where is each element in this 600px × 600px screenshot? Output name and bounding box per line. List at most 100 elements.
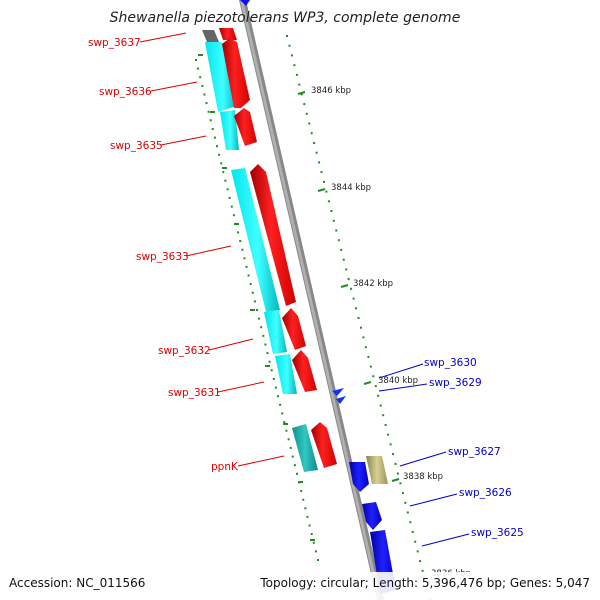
gene-label-swp-3630[interactable]: swp_3630 bbox=[424, 357, 477, 369]
tick-dot bbox=[320, 171, 323, 174]
gene-partial-top-red[interactable] bbox=[219, 28, 237, 40]
tick-dot bbox=[290, 54, 293, 57]
tick-dot bbox=[312, 541, 315, 544]
gene-label-swp-3633[interactable]: swp_3633 bbox=[136, 251, 189, 263]
tick-dot bbox=[291, 455, 294, 458]
tick-dot bbox=[396, 472, 399, 475]
tick-dot bbox=[228, 196, 231, 199]
gene-swp-3626[interactable] bbox=[362, 502, 382, 530]
tick-dot bbox=[211, 128, 214, 130]
tick-dot bbox=[207, 110, 210, 113]
gene-olive[interactable] bbox=[366, 456, 388, 484]
tick-dot bbox=[218, 153, 221, 156]
tick-dot bbox=[286, 35, 288, 37]
tick-dot bbox=[220, 162, 223, 165]
gene-swp-3632-forward[interactable] bbox=[282, 308, 306, 350]
map-title: Shewanella piezotolerans WP3, complete g… bbox=[110, 10, 461, 26]
tick-dot bbox=[345, 268, 348, 271]
tick-dot bbox=[318, 161, 321, 164]
tick-marks bbox=[195, 35, 431, 600]
tick-dot bbox=[232, 214, 235, 217]
tick-dot bbox=[379, 404, 382, 407]
tick-dot bbox=[387, 433, 390, 436]
gene-label-swp-3637[interactable]: swp_3637 bbox=[88, 37, 141, 49]
tick-dot bbox=[352, 297, 355, 300]
tick-dot bbox=[409, 521, 412, 524]
tick-dot bbox=[377, 394, 380, 397]
tick-dot bbox=[317, 559, 319, 561]
tick-dot bbox=[411, 530, 414, 533]
gene-swp-3633-forward[interactable] bbox=[250, 164, 296, 306]
tick-dot bbox=[293, 464, 296, 467]
gene-label-swp-3629[interactable]: swp_3629 bbox=[429, 377, 482, 389]
gene-label-swp-3625[interactable]: swp_3625 bbox=[471, 527, 524, 539]
gene-swp-3632-reverse[interactable] bbox=[264, 310, 287, 354]
tick-dot bbox=[304, 507, 307, 510]
tick-dot bbox=[382, 414, 385, 417]
tick-dot bbox=[414, 540, 417, 543]
gene-label-swp-3626[interactable]: swp_3626 bbox=[459, 487, 512, 499]
tick-dot bbox=[256, 309, 258, 311]
gene-small-arrow-1[interactable] bbox=[332, 388, 344, 396]
tick-dot bbox=[308, 524, 311, 527]
gene-label-swp-3635[interactable]: swp_3635 bbox=[110, 140, 163, 152]
gene-swp-3627[interactable] bbox=[349, 462, 369, 492]
tick-dot bbox=[249, 283, 252, 286]
tick-dot bbox=[272, 378, 275, 380]
gene-label-swp-3627[interactable]: swp_3627 bbox=[448, 446, 501, 458]
tick-dot bbox=[289, 446, 292, 449]
tick-dot bbox=[300, 93, 303, 96]
tick-dot bbox=[310, 533, 313, 536]
tick-dot bbox=[394, 462, 397, 465]
gene-ppnk-forward[interactable] bbox=[311, 422, 337, 468]
gene-swp-3635-reverse[interactable] bbox=[220, 110, 239, 150]
tick-dot bbox=[237, 231, 240, 234]
tick-dot bbox=[205, 102, 208, 105]
tick-dot bbox=[258, 317, 261, 320]
gene-swp-3636-forward[interactable] bbox=[222, 38, 250, 108]
tick-dot bbox=[279, 403, 282, 406]
tick-dot bbox=[251, 291, 254, 294]
gene-swp-3633-reverse[interactable] bbox=[231, 168, 280, 312]
tick-dot bbox=[226, 188, 229, 191]
right-side-genes bbox=[332, 388, 396, 594]
gene-small-arrow-2[interactable] bbox=[336, 396, 346, 404]
tick-dot bbox=[245, 265, 248, 268]
gene-labels-right: swp_3630 swp_3629 swp_3627 swp_3626 swp_… bbox=[378, 357, 524, 547]
gene-label-swp-3636[interactable]: swp_3636 bbox=[99, 86, 152, 98]
tick-dot bbox=[288, 44, 291, 47]
gene-swp-3635-forward[interactable] bbox=[234, 108, 257, 146]
gene-top-blue-fragment[interactable] bbox=[240, 0, 250, 6]
scale-label-3844: 3844 kbp bbox=[331, 183, 371, 193]
scale-labels: 3846 kbp 3844 kbp 3842 kbp 3840 kbp 3838… bbox=[311, 86, 471, 579]
tick-dot bbox=[406, 511, 409, 514]
gene-partial-top[interactable] bbox=[202, 30, 219, 42]
gene-label-swp-3631[interactable]: swp_3631 bbox=[168, 387, 221, 399]
tick-dot bbox=[203, 93, 206, 96]
gene-label-swp-3632[interactable]: swp_3632 bbox=[158, 345, 211, 357]
tick-dot bbox=[421, 569, 424, 572]
tick-dot bbox=[201, 84, 204, 87]
tick-dot bbox=[335, 229, 338, 232]
scale-label-3838: 3838 kbp bbox=[403, 472, 443, 482]
gene-swp-3636-reverse[interactable] bbox=[205, 42, 237, 112]
tick-dot bbox=[374, 385, 377, 388]
gene-label-ppnk[interactable]: ppnK bbox=[211, 461, 239, 473]
tick-dot bbox=[295, 73, 298, 76]
tick-dot bbox=[327, 200, 330, 203]
tick-dot bbox=[216, 145, 218, 148]
gene-swp-3631-forward[interactable] bbox=[292, 350, 317, 392]
tick-dot bbox=[389, 443, 392, 446]
tick-dot bbox=[372, 375, 375, 378]
tick-dot bbox=[298, 83, 301, 86]
tick-dot bbox=[287, 438, 290, 441]
gene-swp-3631-reverse[interactable] bbox=[275, 354, 297, 394]
gene-ppnk-reverse[interactable] bbox=[292, 424, 318, 472]
tick-dot bbox=[337, 239, 340, 242]
tick-dot bbox=[277, 395, 279, 398]
tick-dot bbox=[243, 257, 246, 260]
tick-dot bbox=[239, 240, 242, 242]
tick-dot bbox=[285, 429, 288, 432]
